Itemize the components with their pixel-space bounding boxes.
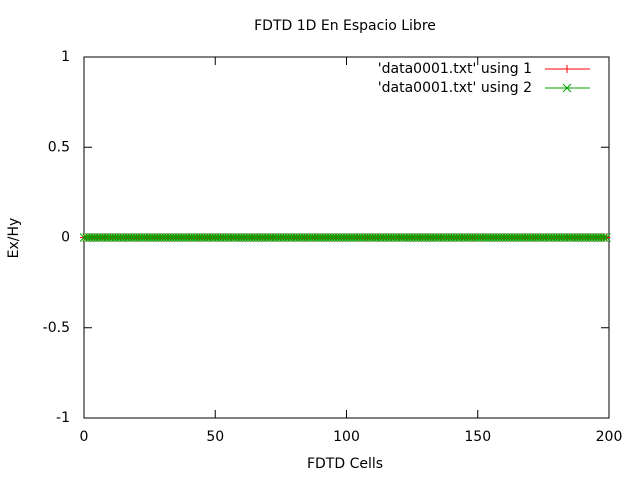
legend-label: 'data0001.txt' using 2 [378,80,532,96]
x-axis-label: FDTD Cells [307,456,383,472]
y-tick-label: 0.5 [48,139,70,155]
y-tick-label: 0 [61,230,70,246]
legend-marker [562,83,572,93]
data-point [602,233,611,242]
x-tick-label: 150 [464,429,491,445]
x-tick-label: 100 [333,429,360,445]
x-tick-label: 50 [206,429,224,445]
legend-label: 'data0001.txt' using 1 [378,61,532,77]
data-point [599,233,609,242]
chart-title: FDTD 1D En Espacio Libre [254,18,436,34]
y-axis-label: Ex/Hy [6,218,22,259]
y-tick-label: 1 [61,49,70,65]
x-tick-label: 200 [596,429,623,445]
y-tick-label: -1 [56,410,70,426]
y-tick-label: -0.5 [43,320,70,336]
legend-marker [563,65,571,73]
x-tick-label: 0 [80,429,89,445]
